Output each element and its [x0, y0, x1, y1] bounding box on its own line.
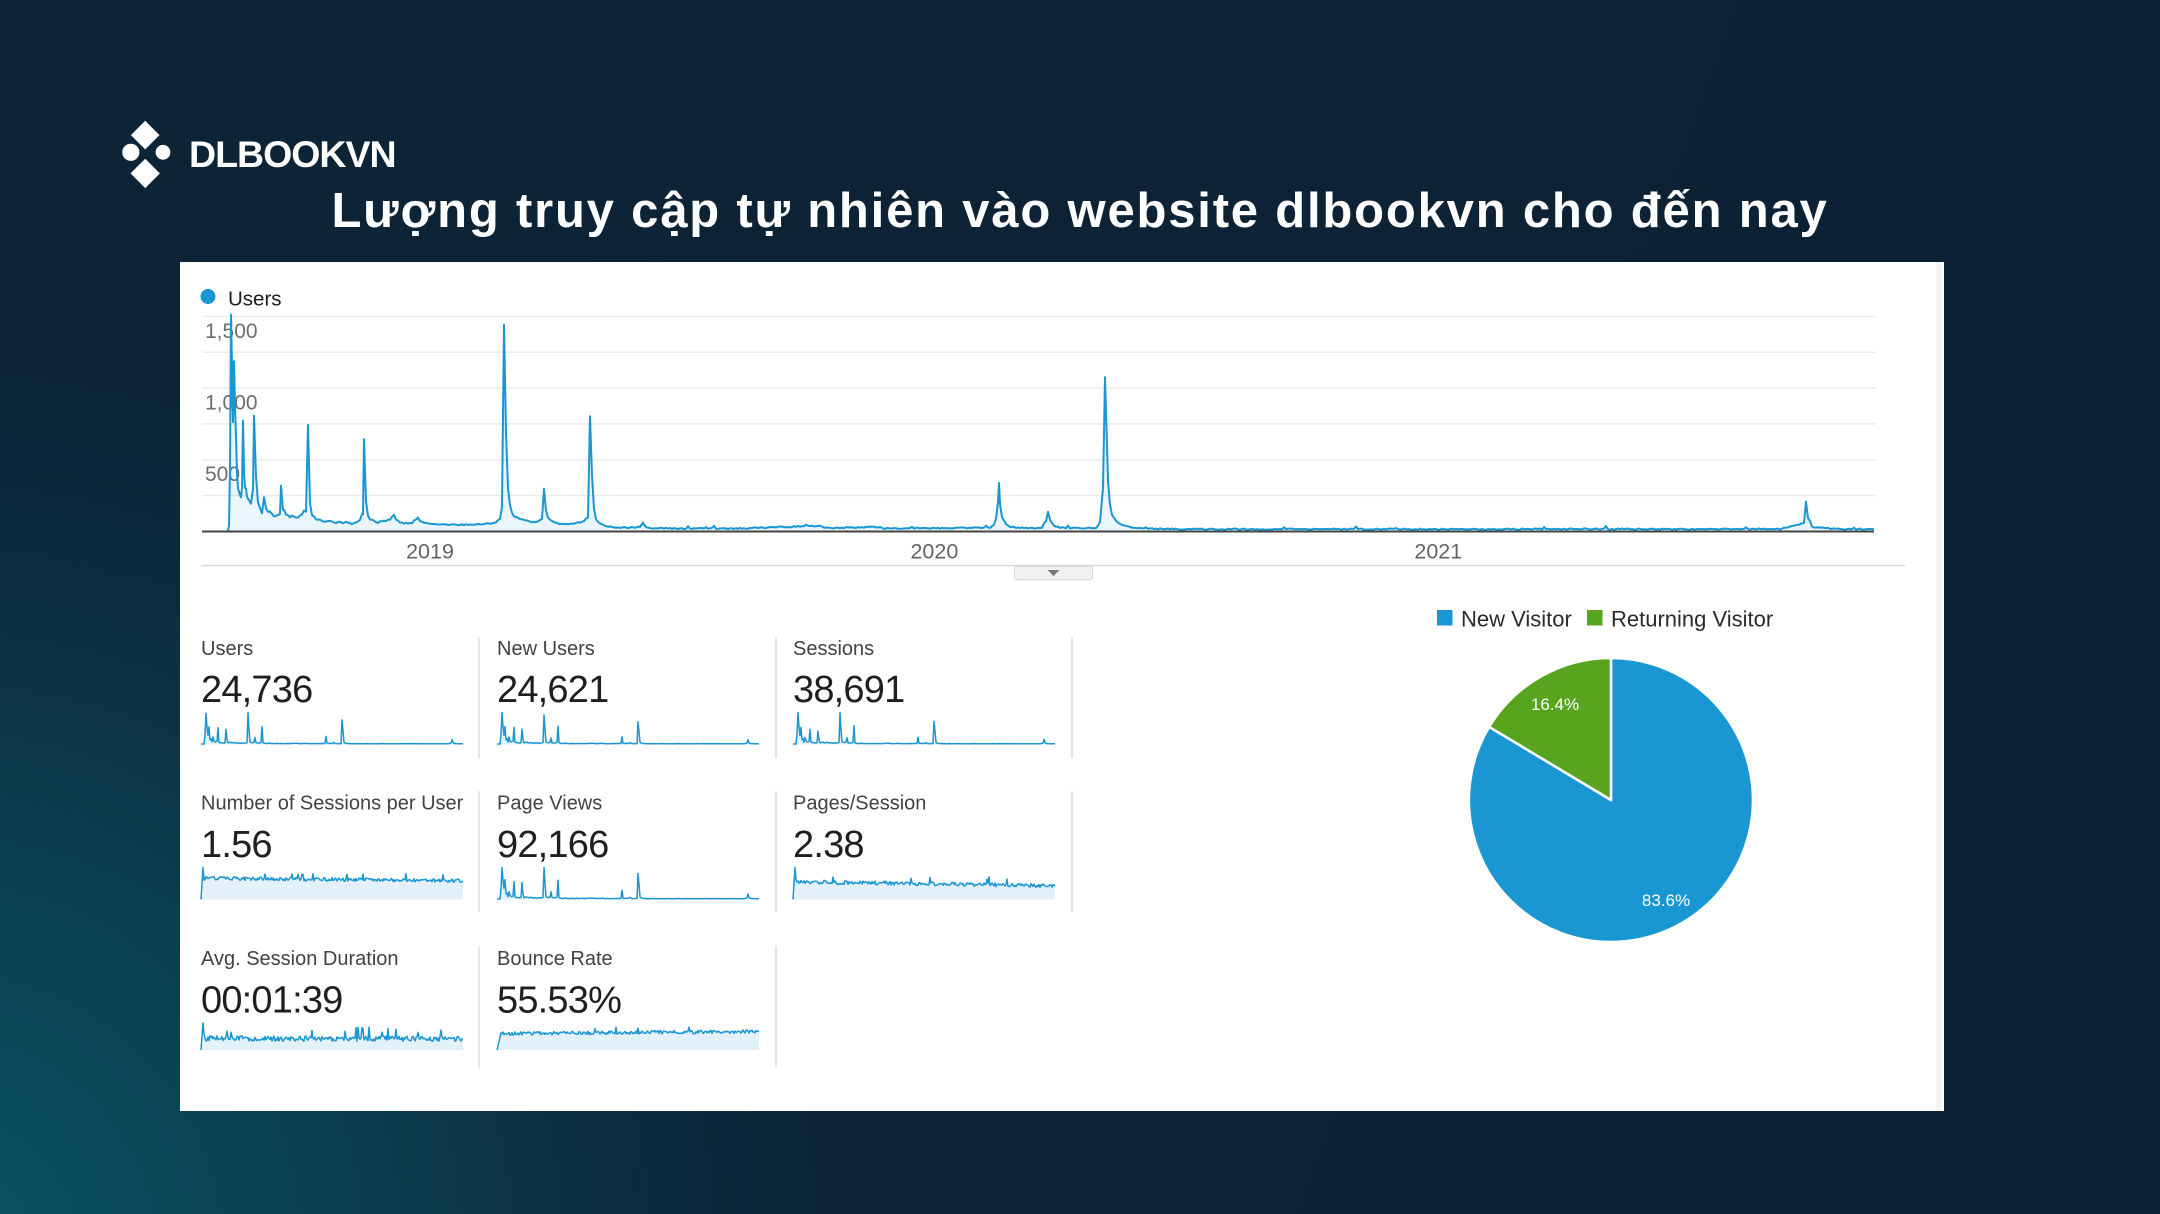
- svg-text:55.53%: 55.53%: [497, 980, 621, 1022]
- svg-text:24,736: 24,736: [201, 669, 312, 711]
- svg-text:Bounce Rate: Bounce Rate: [497, 948, 613, 970]
- svg-text:Users: Users: [201, 638, 253, 660]
- svg-text:2019: 2019: [406, 539, 454, 563]
- svg-text:92,166: 92,166: [497, 824, 608, 866]
- svg-text:500: 500: [205, 463, 240, 486]
- svg-text:Avg. Session Duration: Avg. Session Duration: [201, 948, 399, 970]
- svg-text:16.4%: 16.4%: [1531, 695, 1579, 714]
- svg-text:Number of Sessions per User: Number of Sessions per User: [201, 792, 464, 814]
- svg-text:Pages/Session: Pages/Session: [793, 792, 926, 814]
- svg-text:24,621: 24,621: [497, 669, 608, 711]
- svg-text:2020: 2020: [910, 539, 958, 563]
- svg-text:1.56: 1.56: [201, 824, 272, 866]
- svg-text:00:01:39: 00:01:39: [201, 980, 343, 1022]
- svg-text:83.6%: 83.6%: [1642, 891, 1690, 910]
- svg-text:2.38: 2.38: [793, 824, 864, 866]
- svg-text:Users: Users: [228, 288, 282, 311]
- svg-text:New Visitor: New Visitor: [1461, 607, 1572, 632]
- svg-text:Page Views: Page Views: [497, 792, 602, 814]
- svg-text:2021: 2021: [1414, 539, 1462, 563]
- svg-text:Sessions: Sessions: [793, 638, 874, 660]
- svg-text:Returning Visitor: Returning Visitor: [1611, 607, 1773, 632]
- svg-text:New Users: New Users: [497, 638, 595, 660]
- svg-text:38,691: 38,691: [793, 669, 904, 711]
